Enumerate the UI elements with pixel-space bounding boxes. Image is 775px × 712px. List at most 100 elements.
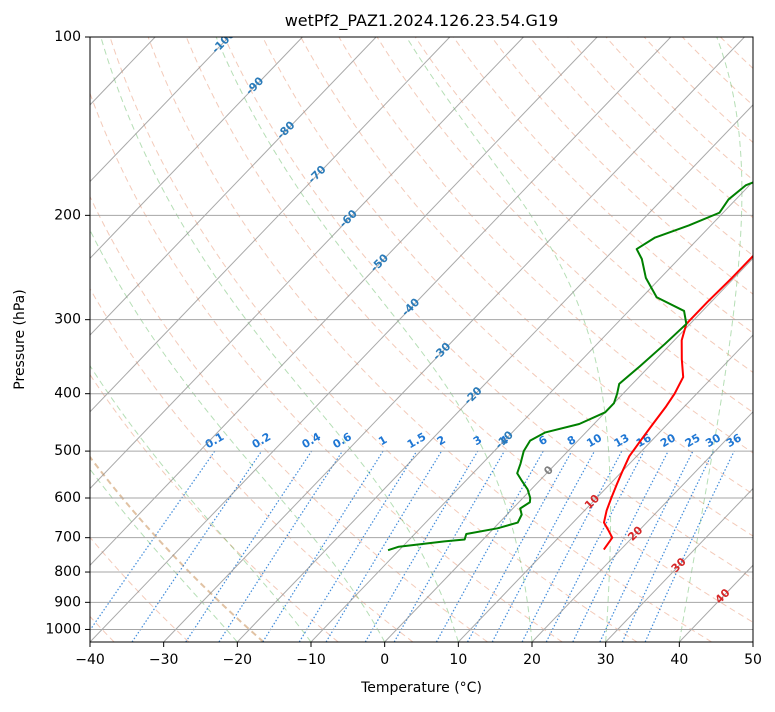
isotherm-line (531, 411, 753, 642)
dry-adiabat (338, 37, 753, 454)
axes: −40 −30 −20 −10 0 10 20 30 40 50 100 200 300 400 500 60… (45, 29, 762, 668)
mixing-ratio-label: 25 (683, 431, 703, 450)
dry-adiabat (300, 37, 753, 495)
mixing-ratio-line (131, 450, 263, 642)
x-tick-label: −20 (223, 652, 253, 668)
y-tick-label: 200 (54, 207, 81, 223)
x-tick-label: 20 (523, 652, 541, 668)
isotherm-line (0, 37, 8, 642)
mixing-ratio-label: 2 (435, 433, 448, 448)
mixing-ratio-line (644, 450, 735, 642)
dry-adiabat (109, 37, 638, 642)
isotherm-line (90, 37, 230, 183)
x-tick-label: 30 (597, 652, 615, 668)
dry-adiabat (185, 37, 753, 623)
x-tick-label: 50 (744, 652, 762, 668)
mixing-ratio-line (185, 450, 313, 642)
x-axis-title: Temperature (°C) (360, 680, 482, 696)
isotherm-line (605, 487, 753, 642)
dry-adiabat (452, 37, 753, 334)
isotherm-label: -100 (209, 27, 238, 56)
y-tick-label: 500 (54, 443, 81, 459)
y-axis-title: Pressure (hPa) (12, 289, 28, 389)
moist-adiabat (90, 229, 386, 642)
dry-adiabat (720, 37, 753, 70)
y-tick-label: 100 (54, 29, 81, 45)
dry-adiabat (759, 37, 775, 642)
y-tick-label: 400 (54, 386, 81, 402)
mixing-ratio-label: 13 (612, 431, 632, 450)
mixing-ratio-line (435, 450, 544, 642)
mixing-ratio-line (599, 450, 694, 642)
mixing-ratio-line (491, 450, 596, 642)
mixing-ratio-line (218, 450, 343, 642)
mixing-ratio-line (545, 450, 645, 642)
y-tick-label: 900 (54, 594, 81, 610)
dry-adiabat (223, 37, 753, 580)
x-tick-label: −30 (149, 652, 179, 668)
mixing-ratio-label: 3 (471, 433, 484, 448)
moist-adiabat (90, 468, 238, 642)
mixing-ratio-line (325, 450, 443, 642)
mixing-ratio-label: 1.5 (405, 430, 428, 451)
y-tick-label: 700 (54, 530, 81, 546)
mixing-ratio-line (466, 450, 573, 642)
mixing-ratio-label: 10 (584, 431, 604, 450)
mixing-ratio-line (393, 450, 505, 642)
isotherm-line (90, 37, 451, 413)
moist-adiabat (405, 37, 612, 642)
dewpoint-profile-line (387, 181, 753, 552)
mixing-ratio-label: 36 (724, 431, 744, 450)
dry-adiabat (90, 91, 563, 642)
dry-adiabat (262, 37, 753, 537)
dry-adiabat (90, 455, 265, 642)
dry-adiabat (90, 287, 414, 642)
isotherm-line (90, 37, 672, 642)
dry-adiabat (90, 373, 339, 642)
isotherm-line (90, 37, 303, 260)
plot-frame (89, 36, 754, 643)
x-tick-label: 10 (449, 652, 467, 668)
mixing-ratio-label: 0.1 (203, 430, 226, 451)
isotherm-line (90, 37, 377, 336)
dry-adiabat (605, 37, 753, 181)
moist-adiabat (678, 37, 743, 642)
dry-adiabat (491, 37, 753, 295)
chart-title: wetPf2_PAZ1.2024.126.23.54.G19 (285, 11, 559, 31)
mixing-ratio-label: 30 (703, 431, 723, 450)
moist-adiabat (100, 37, 459, 642)
dry-adiabat (147, 37, 712, 642)
isotherm-line (236, 104, 753, 642)
mixing-ratio-line (572, 450, 669, 642)
dry-adiabat (90, 195, 488, 642)
dry-adiabat (529, 37, 753, 257)
mixing-ratio-label: 0.2 (250, 430, 273, 451)
mixing-ratio-label: 1 (376, 433, 389, 448)
temperature-profile-line (602, 254, 753, 551)
plot-area: 0.10.20.40.611.52346810131620253036-100-… (0, 27, 775, 642)
mixing-ratio-line (364, 450, 479, 642)
y-tick-label: 600 (54, 490, 81, 506)
dry-adiabat (414, 37, 753, 374)
isotherm-line (310, 180, 753, 642)
mixing-ratio-label: 8 (565, 433, 578, 448)
x-tick-label: 0 (380, 652, 389, 668)
isotherm-line (90, 37, 524, 490)
x-tick-label: 40 (670, 652, 688, 668)
mixing-ratio-line (90, 450, 216, 632)
isotherm-line (752, 641, 753, 642)
x-tick-label: −10 (296, 652, 326, 668)
isotherm-line (163, 37, 745, 642)
moist-adiabat (215, 37, 533, 642)
isotherm-line (457, 334, 753, 642)
mixing-ratio-label: 20 (658, 431, 678, 450)
y-tick-label: 1000 (45, 621, 81, 637)
dry-adiabat (643, 37, 753, 144)
y-tick-label: 800 (54, 564, 81, 580)
dry-adiabat (681, 37, 753, 106)
mixing-ratio-label: 0.6 (331, 430, 355, 451)
isotherm-line (384, 257, 753, 642)
isotherm-line (90, 37, 598, 566)
